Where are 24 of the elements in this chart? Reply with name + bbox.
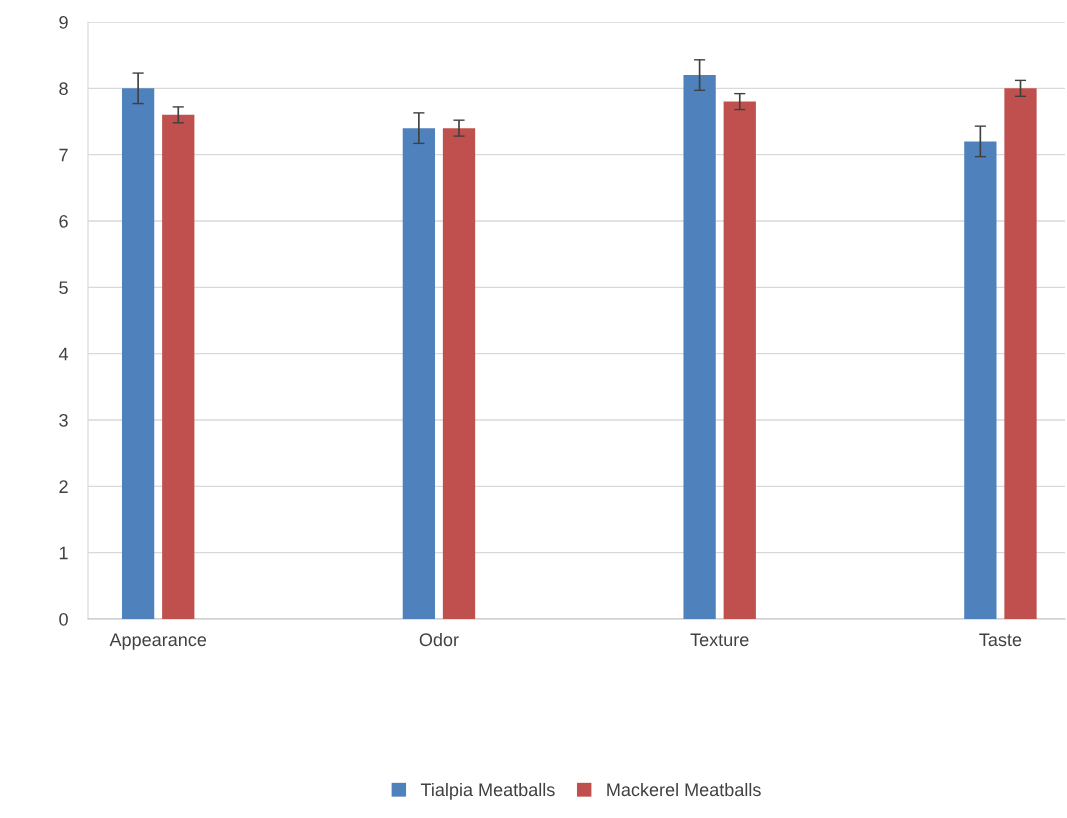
bar: [402, 128, 435, 619]
y-tick-label: 6: [59, 214, 68, 228]
y-tick-label: 0: [59, 612, 68, 626]
bar: [162, 114, 195, 619]
y-tick-label: 7: [59, 148, 68, 162]
x-tick-label: Texture: [690, 633, 749, 647]
x-tick-label: Taste: [979, 633, 1022, 647]
y-tick-label: 9: [59, 15, 68, 29]
bar: [1004, 88, 1037, 619]
y-tick-label: 1: [59, 546, 68, 560]
y-tick-label: 4: [58, 347, 69, 361]
y-tick-label: 2: [59, 480, 68, 493]
y-tick-label: 8: [59, 82, 68, 96]
legend-label: Mackerel Meatballs: [607, 782, 761, 797]
x-tick-label: Odor: [419, 632, 459, 647]
legend-label: Tialpia Meatballs: [420, 782, 555, 800]
bar: [723, 101, 756, 619]
bar: [683, 75, 716, 619]
x-tick-label: Appearance: [109, 633, 207, 650]
y-tick-label: 3: [59, 413, 68, 427]
bar: [121, 88, 155, 619]
y-tick-label: 5: [59, 281, 68, 295]
bar: [964, 141, 997, 619]
bar: [442, 128, 476, 619]
